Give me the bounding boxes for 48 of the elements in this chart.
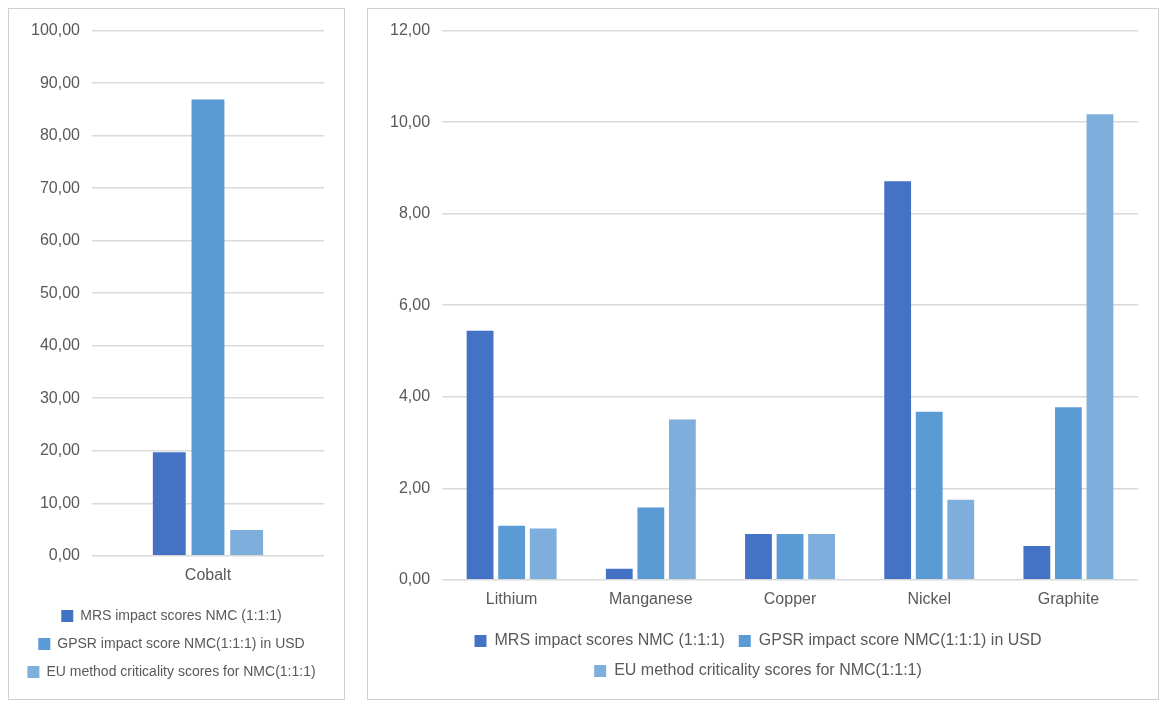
- y-tick-label: 60,00: [39, 231, 81, 249]
- bar: [745, 534, 772, 580]
- y-tick-label: 0,00: [398, 570, 431, 588]
- bar: [776, 534, 804, 580]
- x-tick-label: Cobalt: [184, 565, 232, 583]
- y-tick-label: 2,00: [398, 478, 431, 496]
- y-tick-label: 30,00: [39, 388, 81, 406]
- y-tick-label: 50,00: [39, 283, 81, 301]
- bar: [1086, 114, 1114, 580]
- bar: [808, 534, 835, 580]
- bar: [605, 568, 633, 580]
- bar: [466, 330, 494, 580]
- legend-label: GPSR impact score NMC(1:1:1) in USD: [758, 631, 1042, 649]
- y-tick-label: 10,00: [39, 493, 81, 511]
- x-tick-label: Nickel: [907, 589, 951, 607]
- bar: [191, 99, 225, 556]
- bar: [230, 530, 264, 556]
- x-tick-label: Lithium: [485, 589, 538, 607]
- y-tick-label: 6,00: [398, 295, 431, 313]
- y-tick-label: 40,00: [39, 336, 81, 354]
- legend-label: EU method criticality scores for NMC(1:1:1): [46, 662, 316, 679]
- legend-label: MRS impact scores NMC (1:1:1): [494, 631, 725, 649]
- y-tick-label: 0,00: [48, 546, 81, 564]
- x-tick-label: Copper: [763, 589, 817, 607]
- y-tick-label: 12,00: [389, 21, 431, 39]
- y-tick-label: 100,00: [31, 21, 81, 39]
- y-tick-label: 80,00: [39, 126, 81, 144]
- bar: [498, 525, 526, 580]
- legend-label: MRS impact scores NMC (1:1:1): [80, 606, 282, 623]
- y-tick-label: 90,00: [39, 73, 81, 91]
- x-tick-label: Manganese: [609, 589, 693, 607]
- bar: [1023, 545, 1051, 580]
- y-tick-label: 4,00: [398, 387, 431, 405]
- y-tick-label: 10,00: [389, 112, 431, 130]
- legend-label: EU method criticality scores for NMC(1:1:1): [614, 661, 922, 679]
- bar: [529, 528, 557, 580]
- legend-label: GPSR impact score NMC(1:1:1) in USD: [57, 634, 305, 651]
- bar: [668, 419, 696, 580]
- y-tick-label: 70,00: [39, 178, 81, 196]
- y-tick-label: 8,00: [398, 204, 431, 222]
- x-tick-label: Graphite: [1037, 589, 1100, 607]
- bar: [947, 499, 975, 580]
- bar: [915, 411, 943, 580]
- bar: [884, 181, 912, 580]
- y-tick-label: 20,00: [39, 441, 81, 459]
- bar: [152, 452, 186, 556]
- bar: [1054, 407, 1082, 580]
- bar: [637, 507, 665, 580]
